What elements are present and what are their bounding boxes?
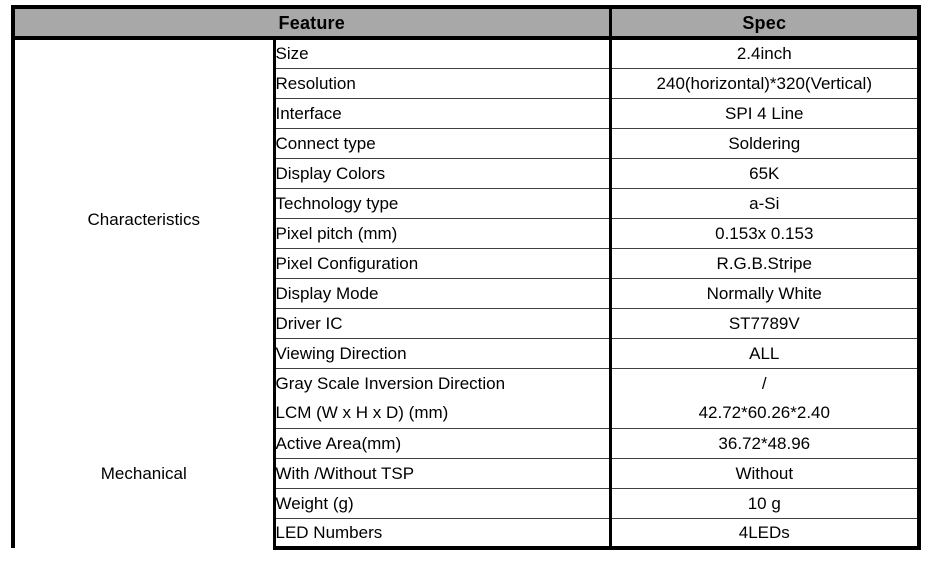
spec-value-cell: Soldering [610,127,922,158]
table-row: Pixel Configuration R.G.B.Stripe [13,247,922,278]
table-row: Resolution 240(horizontal)*320(Vertical) [13,67,922,98]
table-row: Pixel pitch (mm) 0.153x 0.153 [13,217,922,248]
feature-name-cell: Size [274,38,612,68]
category-label-mechanical: Mechanical [11,398,276,548]
spec-value-cell: / [610,367,922,398]
table-row: Active Area(mm) 36.72*48.96 [13,427,922,458]
table-row: Connect type Soldering [13,127,922,158]
column-header-feature: Feature [10,5,612,40]
feature-name-cell: Viewing Direction [274,337,612,368]
table-row: Display Mode Normally White [13,277,922,308]
feature-name-cell: Pixel pitch (mm) [274,217,612,248]
spec-value-cell: 36.72*48.96 [610,427,922,458]
spec-value-cell: 42.72*60.26*2.40 [610,398,922,428]
feature-name-cell: LCM (W x H x D) (mm) [274,398,612,428]
feature-name-cell: Interface [274,97,612,128]
spec-value-cell: SPI 4 Line [610,97,922,128]
spec-value-cell: 0.153x 0.153 [610,217,922,248]
table-row: Interface SPI 4 Line [13,97,922,128]
feature-name-cell: Driver IC [274,307,612,338]
feature-name-cell: Active Area(mm) [274,427,612,458]
specification-table: Feature Spec Characteristics Size 2.4inch R… [10,5,922,550]
spec-value-cell: Normally White [610,277,922,308]
spec-value-cell: R.G.B.Stripe [610,247,922,278]
table-row: Technology type a-Si [13,187,922,218]
feature-name-cell: Pixel Configuration [274,247,612,278]
spec-value-cell: 10 g [610,487,922,518]
spec-value-cell: ALL [610,337,922,368]
feature-name-cell: Resolution [274,67,612,98]
table-row: Viewing Direction ALL [13,337,922,368]
table-header: Feature Spec [10,5,922,40]
spec-value-cell: 2.4inch [610,38,922,68]
spec-value-cell: ST7789V [610,307,922,338]
category-label-characteristics: Characteristics [11,38,276,398]
table-row: Driver IC ST7789V [13,307,922,338]
table-row: Mechanical LCM (W x H x D) (mm) 42.72*60.2… [11,398,922,548]
spec-value-cell: Without [610,457,922,488]
feature-name-cell: With /Without TSP [274,457,612,488]
feature-name-cell: Connect type [274,127,612,158]
table-row: LED Numbers 4LEDs [13,517,922,550]
table-row: Weight (g) 10 g [13,487,922,518]
header-row: Feature Spec [10,5,922,40]
feature-name-cell: Display Colors [274,157,612,188]
spec-value-cell: a-Si [610,187,922,218]
table-row: Display Colors 65K [13,157,922,188]
table-row: Characteristics Size 2.4inch [11,38,922,398]
table-body: Characteristics Size 2.4inch Resolution 240(… [11,38,922,550]
feature-name-cell: Technology type [274,187,612,218]
feature-name-cell: Weight (g) [274,487,612,518]
feature-name-cell: Display Mode [274,277,612,308]
table-row: With /Without TSP Without [13,457,922,488]
spec-value-cell: 4LEDs [610,517,922,550]
table-row: Gray Scale Inversion Direction / [13,367,922,398]
spec-value-cell: 65K [610,157,922,188]
column-header-spec: Spec [610,5,922,40]
spec-value-cell: 240(horizontal)*320(Vertical) [610,67,922,98]
feature-name-cell: LED Numbers [274,517,612,550]
feature-name-cell: Gray Scale Inversion Direction [274,367,612,398]
